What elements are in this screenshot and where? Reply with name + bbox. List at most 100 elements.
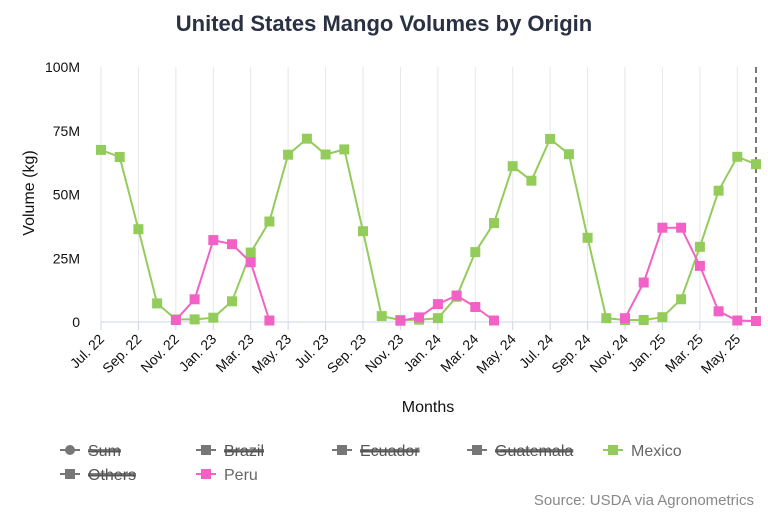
data-point-mexico[interactable] (601, 313, 612, 324)
series-mexico (96, 133, 761, 325)
data-point-peru[interactable] (657, 222, 668, 233)
legend-label: Sum (88, 443, 121, 460)
data-point-mexico[interactable] (657, 312, 668, 323)
data-point-peru[interactable] (227, 239, 237, 250)
legend-marker (337, 445, 347, 455)
data-point-mexico[interactable] (133, 224, 144, 235)
data-point-peru[interactable] (732, 315, 743, 326)
x-tick-label: May. 23 (248, 331, 294, 377)
legend-marker (65, 469, 75, 479)
y-tick-label: 50M (53, 187, 80, 203)
x-tick-label: Sep. 22 (99, 331, 145, 377)
data-point-peru[interactable] (189, 294, 200, 305)
data-point-peru[interactable] (245, 257, 256, 268)
y-tick-label: 100M (45, 59, 80, 75)
legend-item-ecuador[interactable]: Ecuador (332, 443, 420, 460)
data-point-mexico[interactable] (245, 247, 256, 258)
legend-marker (608, 445, 618, 455)
legend-item-guatemala[interactable]: Guatemala (467, 443, 573, 460)
y-tick-label: 25M (53, 250, 80, 266)
data-point-mexico[interactable] (489, 218, 499, 229)
data-point-mexico[interactable] (358, 226, 368, 237)
data-point-mexico[interactable] (339, 144, 350, 155)
x-tick-label: Nov. 22 (137, 331, 182, 376)
legend-label: Mexico (631, 443, 682, 460)
data-point-mexico[interactable] (694, 241, 705, 252)
legend-label: Ecuador (360, 443, 420, 460)
data-point-mexico[interactable] (713, 185, 724, 196)
legend-item-others[interactable]: Others (60, 467, 137, 484)
data-point-peru[interactable] (170, 315, 181, 325)
data-point-mexico[interactable] (189, 314, 200, 325)
legend-item-brazil[interactable]: Brazil (196, 443, 265, 460)
y-tick-label: 0 (72, 314, 80, 330)
legend-label: Guatemala (495, 443, 573, 460)
data-point-peru[interactable] (694, 260, 705, 271)
data-point-peru[interactable] (451, 290, 462, 301)
y-tick-label: 75M (53, 123, 80, 139)
series-peru (170, 222, 761, 326)
x-tick-label: Jan. 24 (400, 331, 444, 375)
data-point-mexico[interactable] (227, 296, 237, 307)
chart-title: United States Mango Volumes by Origin (176, 11, 592, 36)
legend-label: Brazil (224, 443, 264, 460)
data-point-peru[interactable] (620, 313, 630, 324)
series-layer (96, 133, 761, 326)
legend-marker (65, 445, 75, 455)
data-point-mexico[interactable] (432, 313, 443, 324)
legend-item-peru[interactable]: Peru (196, 467, 258, 484)
data-point-mexico[interactable] (301, 133, 312, 144)
legend-item-mexico[interactable]: Mexico (603, 443, 682, 460)
x-tick-label: Jan. 23 (176, 331, 220, 375)
data-point-mexico[interactable] (376, 311, 387, 322)
data-point-mexico[interactable] (96, 144, 106, 155)
y-axis-title: Volume (kg) (21, 150, 38, 235)
x-tick-label: Nov. 24 (586, 331, 631, 376)
legend-label: Peru (224, 467, 258, 484)
data-point-peru[interactable] (470, 302, 481, 312)
legend-marker (201, 445, 211, 455)
data-point-peru[interactable] (713, 306, 724, 317)
data-point-mexico[interactable] (526, 175, 537, 186)
data-point-mexico[interactable] (676, 294, 687, 305)
data-point-mexico[interactable] (264, 216, 275, 227)
data-point-mexico[interactable] (208, 312, 219, 323)
data-point-mexico[interactable] (320, 149, 331, 160)
legend-marker (201, 469, 211, 479)
grid-lines (100, 67, 738, 322)
legend-item-sum[interactable]: Sum (60, 443, 121, 460)
data-point-mexico[interactable] (152, 298, 163, 309)
x-tick-label: Nov. 23 (362, 331, 407, 376)
data-point-peru[interactable] (638, 277, 649, 288)
data-point-mexico[interactable] (470, 247, 481, 258)
legend: Sum Brazil Ecuador Guatemala Mexico Others Per… (60, 443, 682, 484)
x-tick-label: May. 24 (473, 331, 519, 377)
legend-marker (472, 445, 482, 455)
data-point-mexico[interactable] (582, 232, 593, 243)
data-point-peru[interactable] (264, 315, 275, 326)
data-point-peru[interactable] (395, 315, 406, 326)
data-point-mexico[interactable] (114, 152, 125, 162)
legend-label: Others (88, 467, 136, 484)
data-point-peru[interactable] (414, 312, 425, 323)
data-point-mexico[interactable] (732, 151, 743, 162)
data-point-peru[interactable] (751, 316, 761, 326)
data-point-peru[interactable] (676, 222, 687, 233)
data-point-peru[interactable] (489, 315, 499, 326)
data-point-mexico[interactable] (638, 315, 649, 325)
data-point-mexico[interactable] (283, 149, 294, 160)
y-axis-ticks: 0 25M 50M 75M 100M (45, 59, 80, 330)
x-tick-label: May. 25 (698, 331, 744, 377)
x-tick-label: Jan. 25 (625, 331, 669, 375)
x-tick-label: Sep. 24 (548, 331, 594, 377)
data-point-mexico[interactable] (751, 159, 761, 170)
x-tick-label: Sep. 23 (324, 331, 370, 377)
data-point-mexico[interactable] (563, 149, 574, 160)
data-point-peru[interactable] (208, 235, 219, 246)
data-point-peru[interactable] (432, 299, 443, 310)
data-point-mexico[interactable] (507, 161, 518, 172)
data-point-mexico[interactable] (545, 133, 556, 144)
source-note: Source: USDA via Agronometrics (534, 492, 754, 509)
